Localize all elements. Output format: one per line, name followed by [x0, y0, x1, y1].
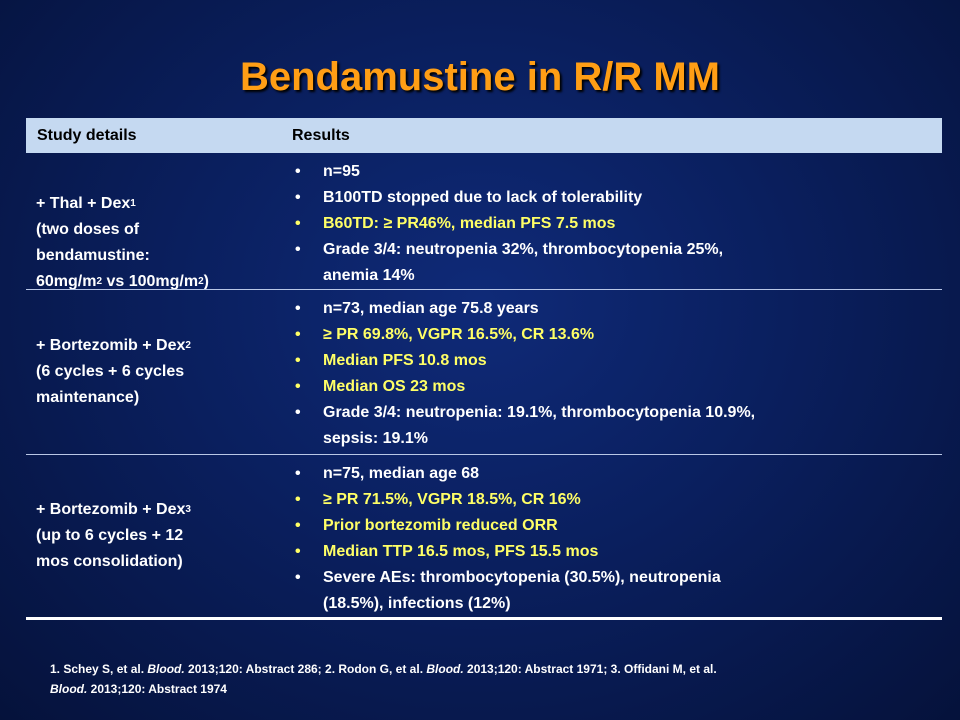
result-text: sepsis: 19.1% [323, 430, 428, 447]
result-text: B100TD stopped due to lack of tolerabili… [323, 189, 643, 206]
list-item: • Median TTP 16.5 mos, PFS 15.5 mos [295, 543, 599, 560]
table-row: + Bortezomib + Dex2 (6 cycles + 6 cycles… [26, 289, 942, 454]
list-item: • B60TD: ≥ PR46%, median PFS 7.5 mos [295, 215, 616, 232]
results-list: • n=75, median age 68 • ≥ PR 71.5%, VGPR 1… [293, 461, 933, 617]
result-text: B60TD: ≥ PR46%, median PFS 7.5 mos [323, 215, 616, 232]
result-text: (18.5%), infections (12%) [323, 595, 511, 612]
study-line: (6 cycles + 6 cycles [36, 363, 185, 380]
study-name: + Bortezomib + Dex [36, 501, 186, 518]
study-details-cell: + Thal + Dex1 (two doses of bendamustine… [36, 191, 276, 295]
dose-text: 60mg/m [36, 273, 97, 290]
references-footnote: 1. Schey S, et al. Blood. 2013;120: Abst… [50, 659, 950, 699]
study-line: bendamustine: [36, 247, 150, 264]
list-item: • ≥ PR 71.5%, VGPR 18.5%, CR 16% [295, 491, 581, 508]
result-text: Grade 3/4: neutropenia 32%, thrombocytop… [323, 241, 724, 258]
study-line: 60mg/m2 vs 100mg/m2) [36, 269, 276, 295]
list-item: • Grade 3/4: neutropenia: 19.1%, thromboc… [295, 404, 756, 447]
superscript: 2 [96, 276, 103, 287]
result-text: Median PFS 10.8 mos [323, 352, 487, 369]
result-text: ≥ PR 69.8%, VGPR 16.5%, CR 13.6% [323, 326, 595, 343]
result-text: Severe AEs: thrombocytopenia (30.5%), ne… [323, 569, 721, 586]
reference-text: 2013;120: Abstract 286; 2. Rodon G, et a… [184, 662, 427, 676]
result-text: n=75, median age 68 [323, 465, 480, 482]
study-line: + Bortezomib + Dex3 [36, 497, 276, 523]
table-row: + Thal + Dex1 (two doses of bendamustine… [26, 153, 942, 290]
reference-superscript: 1 [130, 198, 136, 209]
list-item: • Grade 3/4: neutropenia 32%, thrombocyto… [295, 241, 724, 284]
header-study-details: Study details [37, 127, 137, 144]
study-details-cell: + Bortezomib + Dex3 (up to 6 cycles + 12… [36, 497, 276, 575]
result-text: Median OS 23 mos [323, 378, 466, 395]
results-cell: • n=95 • B100TD stopped due to lack of tol… [293, 159, 933, 289]
study-line: maintenance) [36, 389, 140, 406]
list-item: • n=73, median age 75.8 years [295, 300, 539, 317]
table-row: + Bortezomib + Dex3 (up to 6 cycles + 12… [26, 454, 942, 617]
result-text: n=95 [323, 163, 360, 180]
reference-text: 2013;120: Abstract 1971; 3. Offidani M, … [463, 662, 717, 676]
journal-name: Blood. [50, 682, 88, 696]
table-header-row: Study details Results [26, 118, 942, 153]
result-text: n=73, median age 75.8 years [323, 300, 539, 317]
list-item: • Median PFS 10.8 mos [295, 352, 487, 369]
reference-superscript: 3 [185, 504, 191, 515]
results-cell: • n=75, median age 68 • ≥ PR 71.5%, VGPR 1… [293, 461, 933, 617]
list-item: • Median OS 23 mos [295, 378, 466, 395]
results-list: • n=95 • B100TD stopped due to lack of tol… [293, 159, 933, 289]
results-cell: • n=73, median age 75.8 years • ≥ PR 69.8%… [293, 296, 933, 452]
result-text: ≥ PR 71.5%, VGPR 18.5%, CR 16% [323, 491, 581, 508]
study-name: + Thal + Dex [36, 195, 131, 212]
list-item: • ≥ PR 69.8%, VGPR 16.5%, CR 13.6% [295, 326, 595, 343]
list-item: • B100TD stopped due to lack of tolerabil… [295, 189, 643, 206]
study-details-cell: + Bortezomib + Dex2 (6 cycles + 6 cycles… [36, 333, 276, 411]
study-line: (up to 6 cycles + 12 [36, 527, 184, 544]
superscript: 2 [198, 276, 204, 287]
result-text: Median TTP 16.5 mos, PFS 15.5 mos [323, 543, 599, 560]
study-line: + Thal + Dex1 [36, 191, 276, 217]
results-list: • n=73, median age 75.8 years • ≥ PR 69.8%… [293, 296, 933, 452]
journal-name: Blood. [147, 662, 185, 676]
study-line: + Bortezomib + Dex2 [36, 333, 276, 359]
header-results: Results [292, 127, 350, 144]
list-item: • Prior bortezomib reduced ORR [295, 517, 558, 534]
list-item: • Severe AEs: thrombocytopenia (30.5%), n… [295, 569, 721, 612]
reference-text: 2013;120: Abstract 1974 [87, 682, 227, 696]
dose-text: vs 100mg/m [102, 273, 199, 290]
list-item: • n=95 [295, 163, 360, 180]
study-results-table: Study details Results + Thal + Dex1 (two… [26, 118, 942, 620]
reference-text: 1. Schey S, et al. [50, 662, 148, 676]
study-name: + Bortezomib + Dex [36, 337, 186, 354]
dose-text: ) [203, 273, 209, 290]
study-line: mos consolidation) [36, 553, 183, 570]
reference-superscript: 2 [185, 340, 191, 351]
result-text: Prior bortezomib reduced ORR [323, 517, 558, 534]
slide-title: Bendamustine in R/R MM [239, 55, 721, 99]
journal-name: Blood. [426, 662, 464, 676]
study-line: (two doses of [36, 221, 140, 238]
result-text: anemia 14% [323, 267, 415, 284]
result-text: Grade 3/4: neutropenia: 19.1%, thrombocy… [323, 404, 756, 421]
list-item: • n=75, median age 68 [295, 465, 480, 482]
